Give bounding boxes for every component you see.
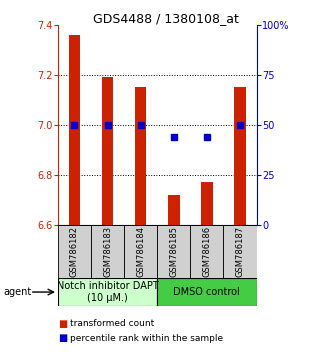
Bar <box>58 225 91 278</box>
Text: ■: ■ <box>58 319 67 329</box>
Bar <box>69 35 80 225</box>
Text: percentile rank within the sample: percentile rank within the sample <box>70 333 223 343</box>
Bar <box>157 225 190 278</box>
Bar <box>168 195 179 225</box>
Bar <box>223 225 257 278</box>
Text: GDS4488 / 1380108_at: GDS4488 / 1380108_at <box>93 12 238 25</box>
Bar <box>124 225 157 278</box>
Text: GSM786184: GSM786184 <box>136 226 145 277</box>
Text: transformed count: transformed count <box>70 319 154 329</box>
Bar <box>102 77 113 225</box>
Bar <box>201 182 213 225</box>
Text: GSM786185: GSM786185 <box>169 226 178 277</box>
Bar <box>135 87 146 225</box>
Bar <box>91 225 124 278</box>
Text: DMSO control: DMSO control <box>173 287 240 297</box>
Bar <box>234 87 246 225</box>
Bar <box>190 225 223 278</box>
Text: GSM786187: GSM786187 <box>235 226 245 277</box>
Text: agent: agent <box>3 287 31 297</box>
Text: Notch inhibitor DAPT
(10 μM.): Notch inhibitor DAPT (10 μM.) <box>57 281 159 303</box>
Text: GSM786182: GSM786182 <box>70 226 79 277</box>
Bar <box>58 278 157 306</box>
Text: GSM786186: GSM786186 <box>202 226 212 277</box>
Bar <box>157 278 257 306</box>
Text: GSM786183: GSM786183 <box>103 226 112 277</box>
Text: ■: ■ <box>58 333 67 343</box>
